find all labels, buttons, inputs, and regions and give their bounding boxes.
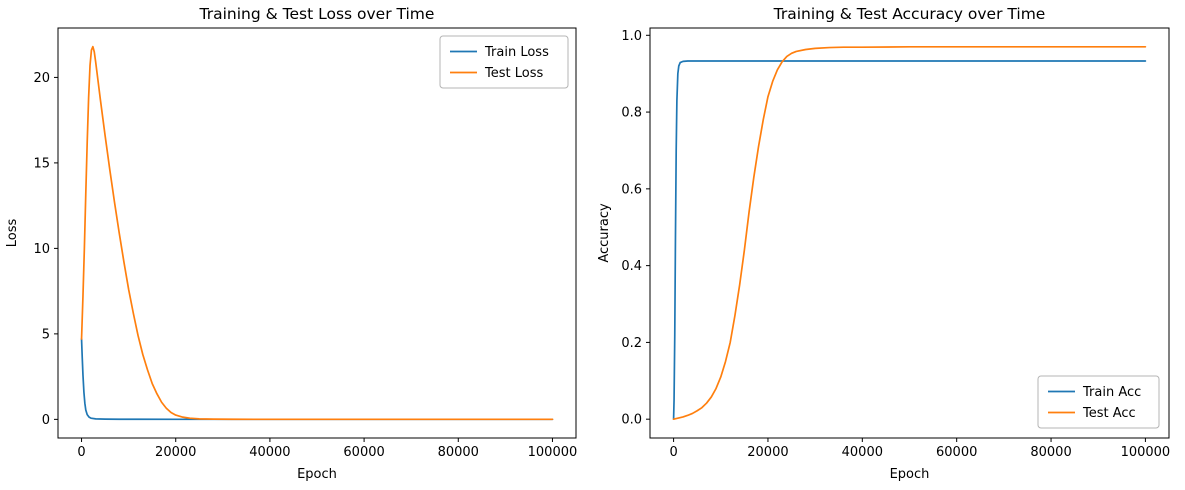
legend: Train Loss Test Loss — [439, 35, 569, 89]
chart-title: Training & Test Accuracy over Time — [773, 5, 1046, 23]
legend-box — [1037, 375, 1160, 429]
y-tick-label: 0.6 — [621, 182, 642, 197]
y-tick-label: 20 — [33, 71, 50, 86]
y-tick-label: 0 — [42, 413, 50, 428]
x-tick-label: 20000 — [155, 445, 196, 460]
x-tick-label: 40000 — [842, 445, 883, 460]
series-line-test-acc — [672, 45, 1147, 421]
legend-label: Train Loss — [484, 45, 549, 60]
series-line-train-acc — [672, 60, 1147, 421]
axes-frame — [649, 27, 1170, 439]
x-tick-label: 0 — [77, 445, 85, 460]
x-axis-label: Epoch — [890, 467, 930, 482]
x-axis-label: Epoch — [297, 467, 337, 482]
x-tick-label: 60000 — [936, 445, 977, 460]
x-tick-label: 80000 — [1030, 445, 1071, 460]
loss-chart: Training & Test Loss over Time 0 20000 4000… — [0, 0, 592, 490]
y-tick-label: 0.0 — [621, 413, 642, 428]
x-tick-label: 40000 — [249, 445, 290, 460]
x-tick-label: 80000 — [438, 445, 479, 460]
x-tick-label: 60000 — [343, 445, 384, 460]
x-tick-label: 100000 — [1121, 445, 1171, 460]
legend-label: Test Acc — [1082, 406, 1136, 421]
series-line-train-loss — [80, 338, 554, 421]
chart-title: Training & Test Loss over Time — [199, 5, 435, 23]
axes-frame — [57, 27, 577, 439]
y-tick-label: 15 — [33, 156, 50, 171]
x-tick-label: 0 — [669, 445, 677, 460]
x-tick-label: 100000 — [528, 445, 578, 460]
y-tick-label: 0.2 — [621, 336, 642, 351]
y-axis-label: Loss — [5, 219, 20, 248]
y-tick-label: 5 — [42, 327, 50, 342]
legend: Train Acc Test Acc — [1037, 375, 1160, 429]
legend-label: Test Loss — [484, 66, 543, 81]
accuracy-chart: Training & Test Accuracy over Time 0 20000… — [592, 0, 1185, 490]
legend-box — [439, 35, 569, 89]
series-line-test-loss — [80, 45, 554, 421]
y-axis-label: Accuracy — [597, 203, 612, 263]
y-tick-label: 0.8 — [621, 106, 642, 121]
legend-label: Train Acc — [1082, 385, 1141, 400]
y-tick-label: 1.0 — [621, 29, 642, 44]
y-tick-label: 10 — [33, 242, 50, 257]
x-tick-label: 20000 — [747, 445, 788, 460]
y-tick-label: 0.4 — [621, 259, 642, 274]
